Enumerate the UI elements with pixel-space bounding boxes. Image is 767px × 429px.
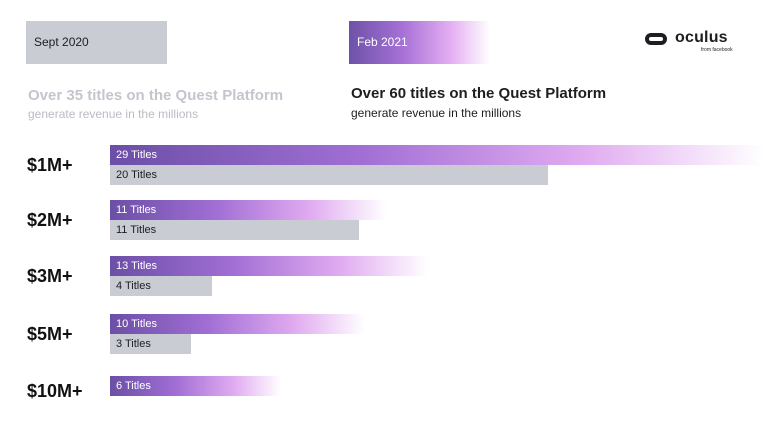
row-label: $3M+ xyxy=(27,266,73,286)
oculus-logo: oculus from facebook xyxy=(645,29,737,56)
oculus-ring-icon xyxy=(645,33,667,45)
bar-label: 29 Titles xyxy=(116,149,157,161)
feb-subline: generate revenue in the millions xyxy=(351,106,522,120)
bar-label: 3 Titles xyxy=(116,338,151,350)
bar-sept-2020: 3 Titles xyxy=(110,334,191,354)
bar-sept-2020: 4 Titles xyxy=(110,276,212,296)
logo-subtext: from facebook xyxy=(701,47,733,53)
legend-sept-2020: Sept 2020 xyxy=(26,21,167,64)
bar-label: 11 Titles xyxy=(116,224,157,236)
row-label: $10M+ xyxy=(27,381,83,401)
bar-feb-2021: 6 Titles xyxy=(110,376,281,396)
bar-label: 10 Titles xyxy=(116,318,157,330)
bar-sept-2020: 11 Titles xyxy=(110,220,359,240)
bar-feb-2021: 11 Titles xyxy=(110,200,386,220)
sept-subline: generate revenue in the millions xyxy=(28,107,199,121)
bar-sept-2020: 20 Titles xyxy=(110,165,548,185)
bar-feb-2021: 29 Titles xyxy=(110,145,764,165)
legend-sept-label: Sept 2020 xyxy=(34,35,89,49)
legend-feb-2021: Feb 2021 xyxy=(349,21,490,64)
bar-label: 20 Titles xyxy=(116,169,157,181)
row-label: $5M+ xyxy=(27,324,73,344)
logo-wordmark: oculus xyxy=(675,29,728,46)
sept-headline: Over 35 titles on the Quest Platform xyxy=(28,87,284,104)
row-label: $1M+ xyxy=(27,155,73,175)
row-label: $2M+ xyxy=(27,210,73,230)
bar-label: 11 Titles xyxy=(116,204,157,216)
bar-label: 4 Titles xyxy=(116,280,151,292)
bar-feb-2021: 13 Titles xyxy=(110,256,428,276)
legend-feb-label: Feb 2021 xyxy=(357,35,408,49)
bar-label: 6 Titles xyxy=(116,380,151,392)
bar-feb-2021: 10 Titles xyxy=(110,314,365,334)
feb-headline: Over 60 titles on the Quest Platform xyxy=(351,85,607,102)
bar-label: 13 Titles xyxy=(116,260,157,272)
